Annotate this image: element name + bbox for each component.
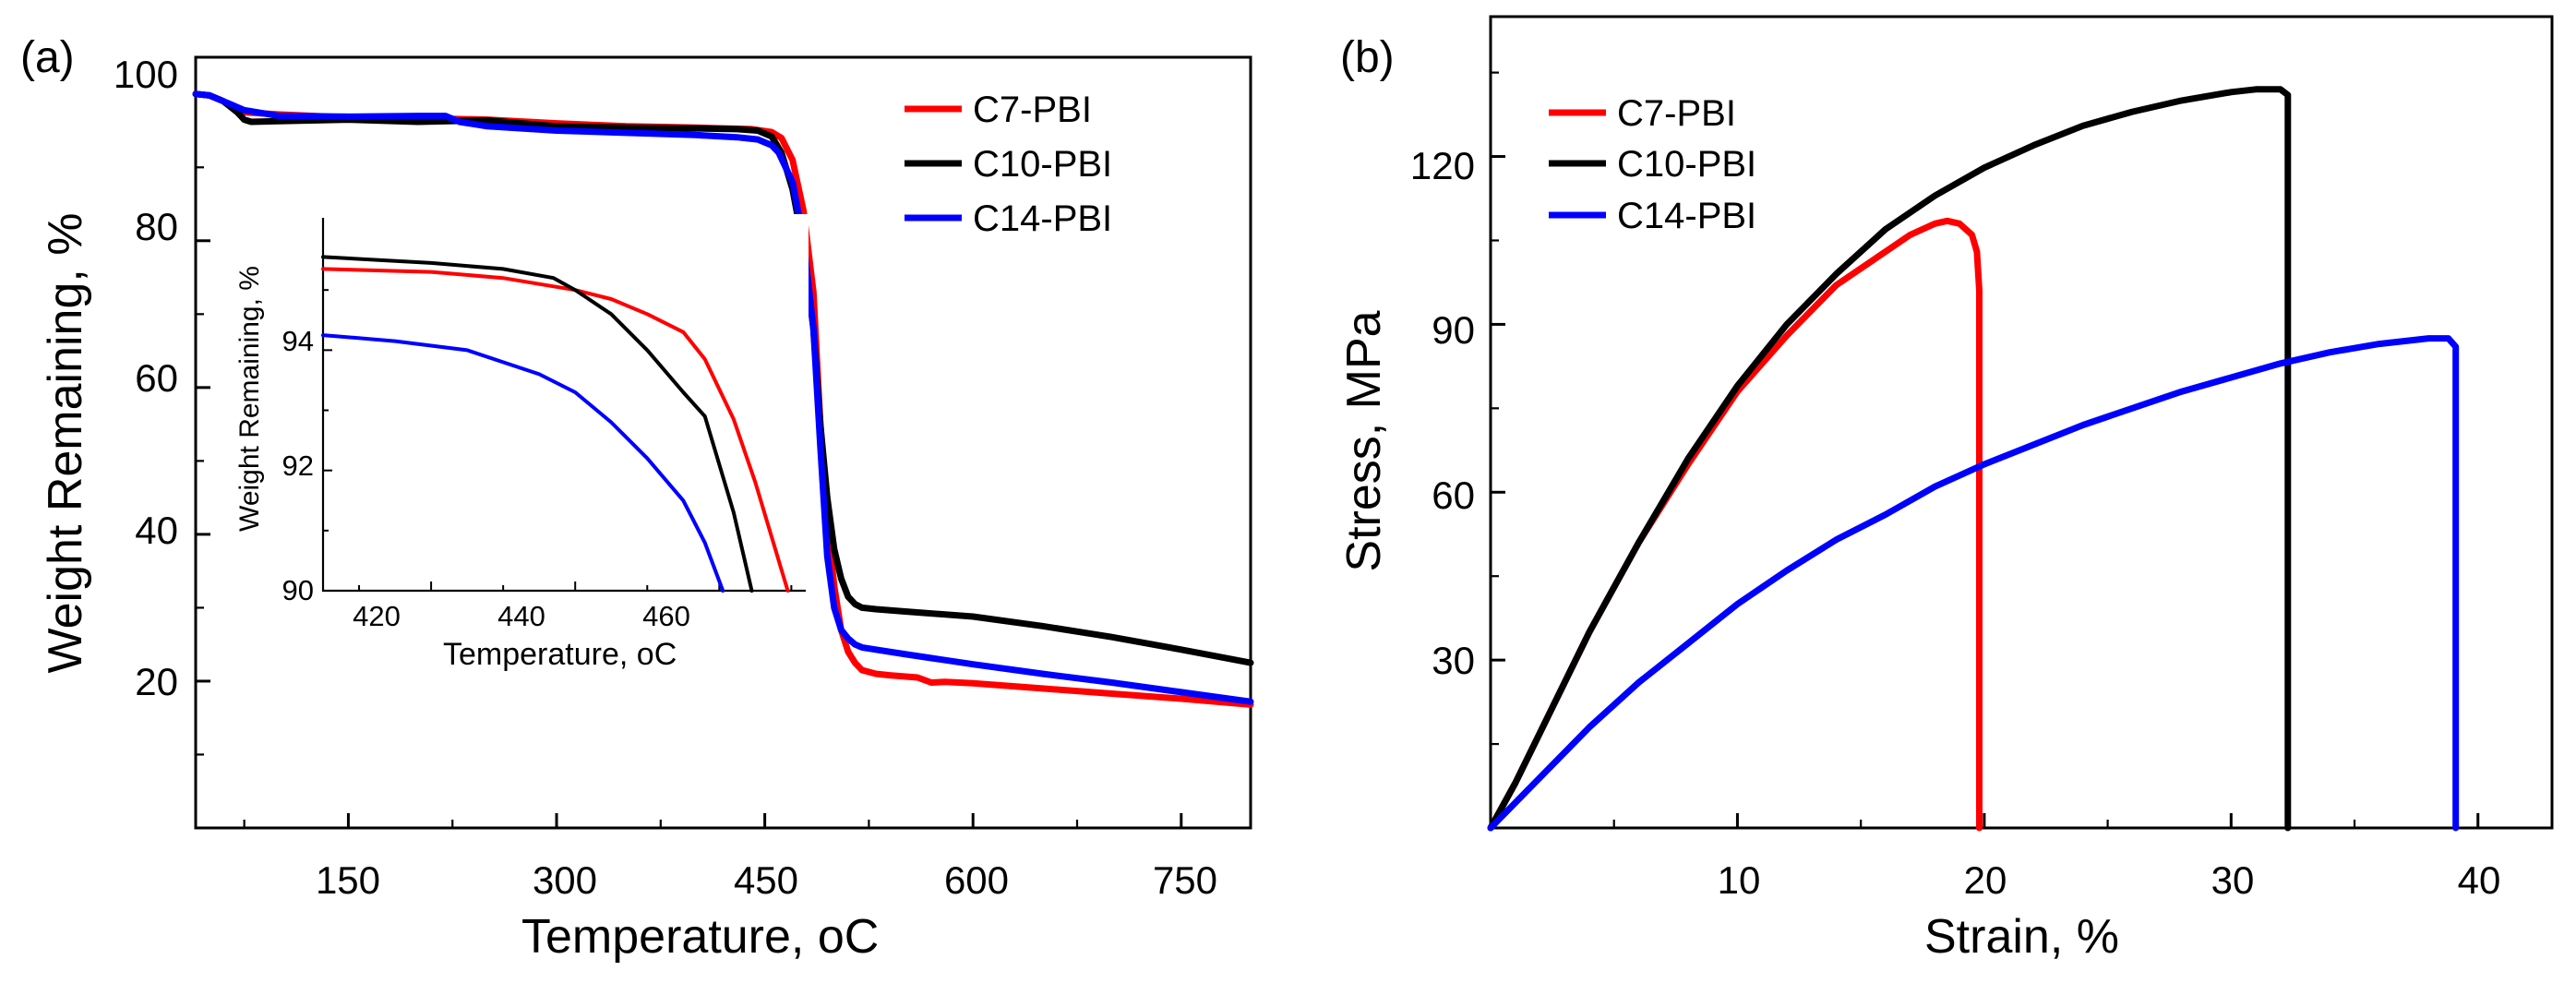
panel-b-legend: C7-PBI C10-PBI C14-PBI bbox=[1549, 93, 1756, 236]
inset-x-axis-title: Temperature, oC bbox=[443, 637, 677, 672]
legend-label-c7: C7-PBI bbox=[1617, 93, 1736, 134]
panel-a-x-tick-label: 300 bbox=[533, 858, 597, 902]
legend-label-c10: C10-PBI bbox=[973, 144, 1112, 185]
panel-a-legend: C7-PBI C10-PBI C14-PBI bbox=[905, 90, 1112, 239]
panel-b-series bbox=[1487, 86, 2460, 832]
panel-a-plot-frame bbox=[194, 55, 1252, 830]
panel-b-plot-frame bbox=[1489, 15, 2554, 830]
panel-b-x-tick-label: 30 bbox=[2211, 858, 2255, 902]
inset-y-tick-label: 94 bbox=[282, 325, 314, 357]
inset-series bbox=[321, 255, 790, 593]
legend-label-c7: C7-PBI bbox=[973, 90, 1092, 130]
inset-line-c14-pbi bbox=[321, 333, 725, 593]
panel-b-line-c10-pbi bbox=[1487, 86, 2292, 832]
inset-y-axis-title: Weight Remaining, % bbox=[234, 266, 265, 532]
panel-a-x-tick-label: 750 bbox=[1153, 858, 1217, 902]
panel-a-y-tick-label: 40 bbox=[135, 509, 178, 552]
panel-a-y-tick-label: 100 bbox=[114, 53, 178, 96]
inset-x-tick-label: 440 bbox=[497, 600, 545, 632]
panel-b-line-c14-pbi bbox=[1487, 335, 2460, 832]
legend-label-c14: C14-PBI bbox=[1617, 196, 1756, 236]
legend-label-c10: C10-PBI bbox=[1617, 144, 1756, 185]
inset-x-axis-unit: oC bbox=[637, 637, 677, 672]
panel-a-inset: 420 440 460 90 92 94 Temperature, oC Wei… bbox=[234, 214, 809, 672]
inset-x-tick-labels: 420 440 460 bbox=[353, 600, 690, 632]
inset-line-c10-pbi bbox=[321, 255, 754, 593]
panel-b-label: (b) bbox=[1340, 33, 1395, 82]
panel-a-x-tick-label: 600 bbox=[944, 858, 1009, 902]
panel-a-x-axis-unit: oC bbox=[818, 910, 879, 964]
panel-a-x-tick-label: 150 bbox=[316, 858, 380, 902]
panel-b-y-tick-label: 60 bbox=[1432, 474, 1475, 517]
panel-a-y-tick-label: 80 bbox=[135, 205, 178, 248]
panel-a-label: (a) bbox=[20, 33, 75, 82]
panel-b: (b) 10 20 30 40 30 60 90 120 Strain, % S… bbox=[1337, 15, 2554, 964]
panel-a-line-c14-pbi bbox=[192, 90, 1254, 705]
inset-y-tick-labels: 90 92 94 bbox=[282, 325, 314, 606]
panel-a-y-tick-labels: 20 40 60 80 100 bbox=[114, 53, 178, 703]
inset-y-tick-label: 90 bbox=[282, 574, 314, 606]
panel-a-x-tick-label: 450 bbox=[734, 858, 798, 902]
inset-line-c7-pbi bbox=[321, 267, 790, 593]
panel-b-line-c7-pbi bbox=[1487, 217, 1983, 832]
panel-a: (a) 150 300 450 600 750 20 40 60 80 100 … bbox=[20, 33, 1254, 964]
panel-a-y-tick-label: 20 bbox=[135, 660, 178, 703]
panel-a-x-tick-labels: 150 300 450 600 750 bbox=[316, 858, 1217, 902]
panel-a-series bbox=[192, 90, 1254, 708]
panel-b-x-tick-label: 40 bbox=[2458, 858, 2501, 902]
legend-label-c14: C14-PBI bbox=[973, 198, 1112, 239]
panel-b-y-tick-label: 30 bbox=[1432, 639, 1475, 682]
panel-a-y-tick-label: 60 bbox=[135, 356, 178, 400]
panel-b-x-tick-label: 20 bbox=[1964, 858, 2007, 902]
panel-a-y-axis-title: Weight Remaining, % bbox=[39, 212, 92, 673]
inset-y-tick-label: 92 bbox=[282, 450, 314, 482]
panel-b-y-axis-title: Stress, MPa bbox=[1337, 310, 1391, 571]
inset-ticks bbox=[323, 289, 793, 592]
panel-b-y-tick-labels: 30 60 90 120 bbox=[1410, 144, 1475, 682]
panel-a-x-axis-title: Temperature, oC bbox=[521, 910, 879, 964]
inset-x-tick-label: 460 bbox=[642, 600, 690, 632]
panel-b-y-tick-label: 120 bbox=[1410, 144, 1475, 187]
inset-x-tick-label: 420 bbox=[353, 600, 401, 632]
panel-b-x-tick-labels: 10 20 30 40 bbox=[1718, 858, 2501, 902]
panel-b-ticks bbox=[1491, 71, 2480, 828]
panel-b-x-tick-label: 10 bbox=[1718, 858, 1761, 902]
panel-b-x-axis-title: Strain, % bbox=[1924, 910, 2119, 964]
panel-b-y-tick-label: 90 bbox=[1432, 308, 1475, 352]
panel-a-ticks bbox=[196, 92, 1183, 828]
